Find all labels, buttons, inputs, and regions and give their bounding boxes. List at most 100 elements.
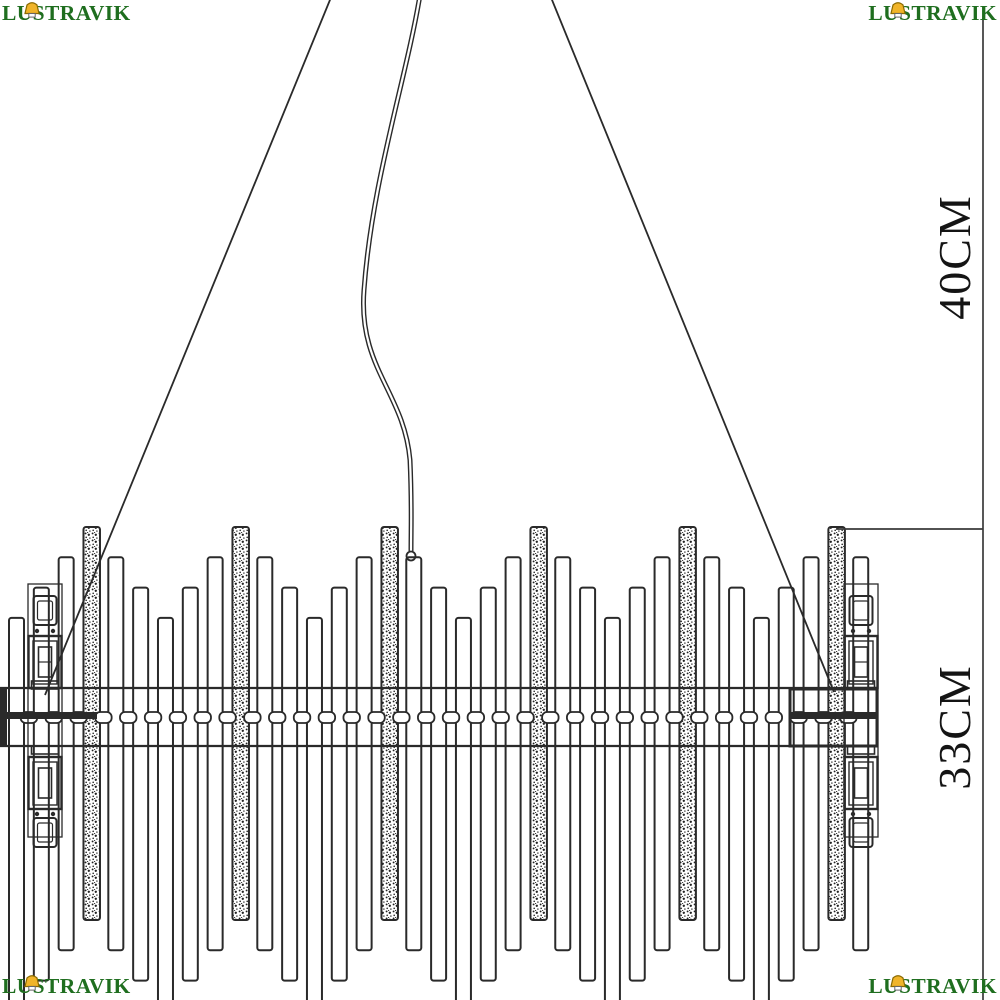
crystal-rod-textured [827, 526, 846, 921]
crystal-rod [728, 586, 746, 982]
brand-watermark-top-right: LUSTRAVIK [868, 2, 997, 25]
crystal-rod-textured [380, 526, 399, 921]
socket-screw [34, 628, 40, 634]
brand-watermark-bottom-right: LUSTRAVIK [868, 975, 997, 998]
band-connector-dash [739, 711, 759, 724]
band-connector-dash [665, 711, 684, 724]
band-connector-dash [94, 711, 113, 724]
crystal-rod [305, 616, 323, 1000]
crystal-rod [181, 586, 199, 982]
crystal-rod [628, 586, 646, 982]
socket-part [27, 634, 63, 690]
band-connector-dash [119, 711, 138, 724]
band-connector-dash [193, 711, 212, 724]
band-connector-dash [491, 711, 510, 724]
socket-part [853, 767, 869, 799]
power-cord-outer [360, 0, 422, 552]
lamp-icon [890, 2, 907, 18]
socket-part [846, 680, 876, 690]
socket-part [27, 755, 63, 811]
socket-screw [50, 811, 56, 817]
socket-part [852, 600, 870, 621]
socket-screw [50, 628, 56, 634]
band-connector-dash [392, 711, 411, 724]
band-connector-dash [640, 711, 659, 724]
socket-screw [850, 811, 856, 817]
socket-screw [850, 628, 856, 634]
socket-screw [34, 811, 40, 817]
crystal-rod [32, 586, 50, 982]
band-left-mid-bar [0, 712, 97, 719]
socket-part [848, 761, 874, 806]
band-connector-dash [317, 711, 337, 724]
band-connector-dash [218, 711, 237, 724]
crystal-rod [281, 586, 299, 982]
crystal-rod [132, 586, 150, 982]
band-connector-dash [764, 711, 783, 724]
dimension-label-suspension-height: 40CM [929, 194, 980, 320]
crystal-rod-textured [82, 526, 101, 921]
socket-part [27, 583, 63, 838]
band-connector-dash [466, 711, 486, 724]
band-connector-dash [342, 711, 361, 724]
socket-part [36, 600, 54, 621]
socket-part [843, 634, 879, 690]
band-connector-dash [292, 711, 312, 724]
band-connector-dash [516, 711, 535, 724]
brand-watermark-bottom-left: LUSTRAVIK [2, 975, 131, 998]
band-connector-dash [615, 711, 634, 724]
socket-part [30, 680, 60, 690]
band-connector-dash [566, 711, 585, 724]
band-connector-dash [417, 711, 436, 724]
crystal-rod [330, 586, 348, 982]
socket-part [848, 640, 874, 685]
socket-part [848, 817, 874, 848]
crystal-rod [603, 616, 621, 1000]
crystal-rod [454, 616, 472, 1000]
band-connector-dash [590, 711, 610, 724]
crystal-rod-textured [678, 526, 697, 921]
socket-screw [866, 628, 872, 634]
brand-watermark-top-left: LUSTRAVIK [2, 2, 131, 25]
crystal-rod [206, 556, 224, 952]
crystal-rod [355, 556, 373, 952]
crystal-rod [554, 556, 572, 952]
socket-part [852, 822, 870, 843]
crystal-rod [802, 556, 820, 952]
crystal-rod [430, 586, 448, 982]
dimension-label-body-height: 33CM [929, 664, 980, 790]
suspension-cable-left [44, 0, 331, 696]
suspension-cable-right [551, 0, 835, 693]
band-connector-dash [168, 711, 188, 724]
crystal-rod [107, 556, 125, 952]
socket-part [30, 745, 60, 755]
socket-part [846, 745, 876, 755]
cord-loop [405, 550, 417, 562]
lamp-icon [24, 2, 40, 18]
crystal-rod [579, 586, 597, 982]
socket-part [37, 767, 53, 799]
socket-part [848, 595, 874, 626]
lamp-icon [890, 975, 907, 991]
socket-part [36, 822, 54, 843]
lamp-icon [24, 975, 40, 991]
socket-part [32, 595, 58, 626]
crystal-rod [653, 556, 671, 952]
band-connector-dash [715, 711, 734, 724]
socket-part [32, 817, 58, 848]
crystal-rod [57, 556, 75, 952]
crystal-rod [752, 616, 770, 1000]
socket-part [843, 583, 879, 838]
band-connector-dash [541, 711, 560, 724]
crystal-rod [504, 556, 522, 952]
band-right-mid-bar [790, 712, 877, 719]
crystal-rod-textured [529, 526, 548, 921]
band-connector-dash [367, 711, 386, 724]
socket-part [843, 755, 879, 811]
crystal-rod [479, 586, 497, 982]
socket-part [32, 640, 58, 685]
crystal-rod [8, 616, 25, 1000]
crystal-rod [405, 556, 423, 952]
